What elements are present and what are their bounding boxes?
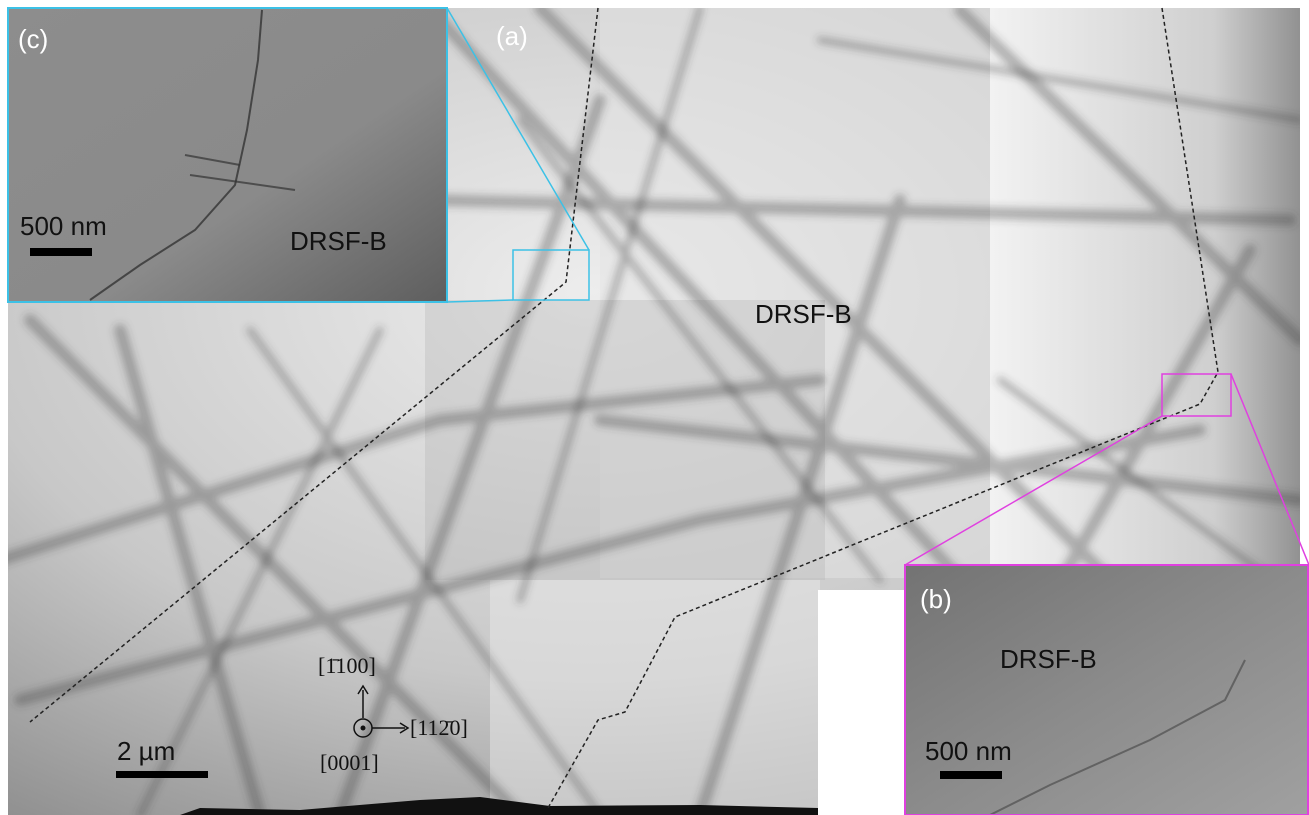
figure: (a) DRSF-B 2 µm [1̄100] [112̄0] [0001] (…	[0, 0, 1309, 815]
inset-b	[905, 565, 1308, 815]
panel-label: (c)	[18, 24, 48, 54]
scale-label: 2 µm	[117, 736, 175, 766]
direction-label: [1̄100]	[318, 653, 376, 678]
inset-c	[8, 8, 447, 302]
panel-label: (b)	[920, 584, 952, 614]
scale-label: 500 nm	[20, 211, 107, 241]
scale-label: 500 nm	[925, 736, 1012, 766]
annotation: DRSF-B	[755, 299, 852, 329]
scale-bar	[116, 771, 208, 778]
direction-label: [0001]	[320, 750, 379, 775]
annotation: DRSF-B	[1000, 644, 1097, 674]
direction-label: [112̄0]	[410, 715, 468, 740]
panel-label: (a)	[496, 21, 528, 51]
annotation: DRSF-B	[290, 226, 387, 256]
